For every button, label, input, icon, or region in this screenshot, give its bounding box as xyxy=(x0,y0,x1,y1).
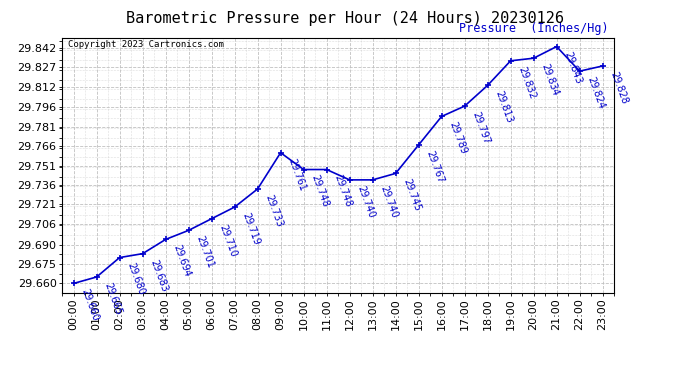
Text: Copyright 2023 Cartronics.com: Copyright 2023 Cartronics.com xyxy=(68,40,224,49)
Text: 29.694: 29.694 xyxy=(171,244,192,279)
Text: 29.719: 29.719 xyxy=(240,211,261,246)
Text: 29.665: 29.665 xyxy=(102,281,123,316)
Text: 29.748: 29.748 xyxy=(309,174,330,209)
Text: 29.701: 29.701 xyxy=(194,234,215,270)
Text: 29.843: 29.843 xyxy=(562,51,583,86)
Text: 29.789: 29.789 xyxy=(447,121,468,156)
Text: 29.813: 29.813 xyxy=(493,90,514,125)
Text: 29.745: 29.745 xyxy=(401,178,422,213)
Text: 29.828: 29.828 xyxy=(608,70,629,105)
Text: 29.832: 29.832 xyxy=(516,65,537,100)
Text: Pressure  (Inches/Hg): Pressure (Inches/Hg) xyxy=(459,22,609,35)
Text: Barometric Pressure per Hour (24 Hours) 20230126: Barometric Pressure per Hour (24 Hours) … xyxy=(126,11,564,26)
Text: 29.710: 29.710 xyxy=(217,223,238,258)
Text: 29.683: 29.683 xyxy=(148,258,169,293)
Text: 29.680: 29.680 xyxy=(125,262,146,297)
Text: 29.761: 29.761 xyxy=(286,157,307,192)
Text: 29.740: 29.740 xyxy=(355,184,376,219)
Text: 29.834: 29.834 xyxy=(539,62,560,98)
Text: 29.767: 29.767 xyxy=(424,149,445,184)
Text: 29.660: 29.660 xyxy=(79,288,100,323)
Text: 29.797: 29.797 xyxy=(470,110,491,146)
Text: 29.733: 29.733 xyxy=(263,193,284,228)
Text: 29.824: 29.824 xyxy=(585,75,606,111)
Text: 29.740: 29.740 xyxy=(378,184,399,219)
Text: 29.748: 29.748 xyxy=(332,174,353,209)
